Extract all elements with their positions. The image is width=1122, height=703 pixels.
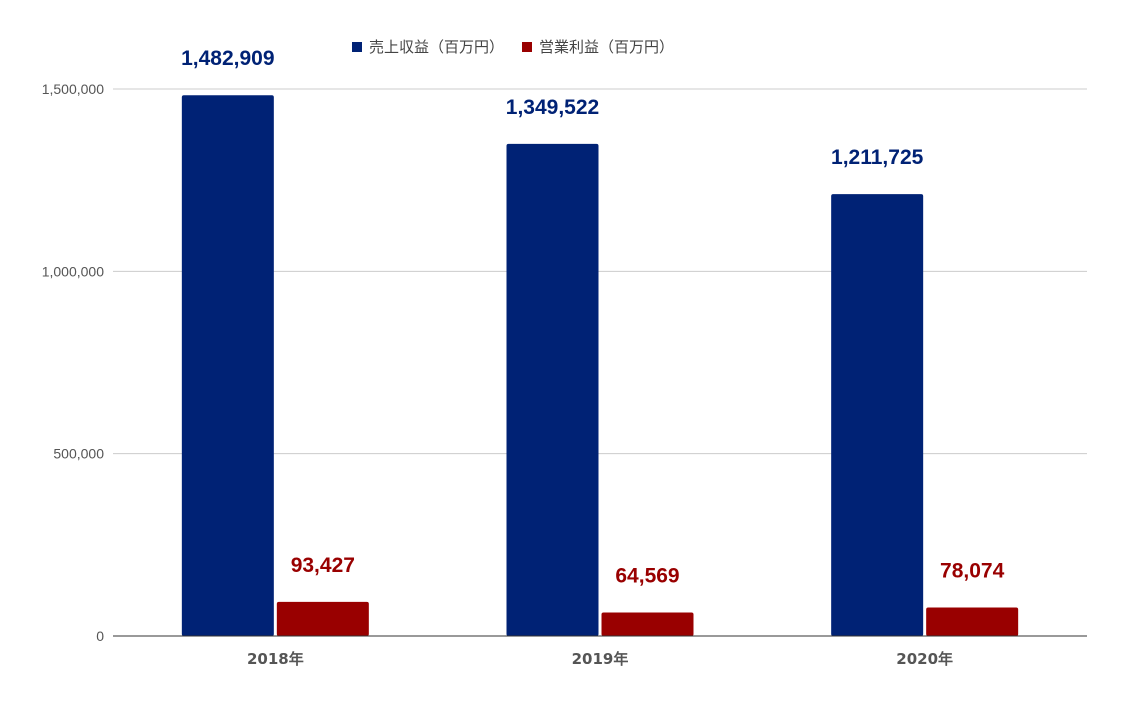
x-tick-label: 2018年 [247, 650, 304, 668]
data-label: 64,569 [615, 564, 679, 587]
legend-item-revenue[interactable]: 売上収益（百万円） [352, 36, 504, 57]
x-tick-label: 2020年 [896, 650, 953, 668]
legend-label-revenue: 売上収益（百万円） [369, 38, 505, 56]
data-label: 1,349,522 [506, 96, 599, 119]
legend-label-operating-profit: 営業利益（百万円） [539, 38, 675, 56]
y-tick-label: 0 [96, 628, 104, 644]
bar-operating-profit[interactable] [276, 601, 369, 636]
bar-revenue[interactable] [831, 194, 924, 637]
x-tick-label: 2019年 [572, 650, 629, 668]
bar-operating-profit[interactable] [601, 612, 694, 636]
data-label: 78,074 [940, 560, 1005, 583]
y-tick-label: 1,500,000 [42, 81, 104, 97]
data-label: 93,427 [291, 554, 355, 577]
y-tick-label: 500,000 [53, 446, 104, 462]
y-tick-label: 1,000,000 [42, 263, 104, 279]
bar-operating-profit[interactable] [926, 607, 1019, 636]
legend-item-operating-profit[interactable]: 営業利益（百万円） [522, 36, 674, 57]
legend-swatch-operating-profit [522, 41, 533, 52]
data-label: 1,211,725 [831, 146, 924, 169]
bar-revenue[interactable] [506, 143, 599, 636]
legend-swatch-revenue [352, 41, 362, 52]
data-label: 1,482,909 [181, 47, 274, 70]
bar-revenue[interactable] [181, 95, 274, 636]
chart-legend: 売上収益（百万円） 営業利益（百万円） [352, 36, 674, 57]
